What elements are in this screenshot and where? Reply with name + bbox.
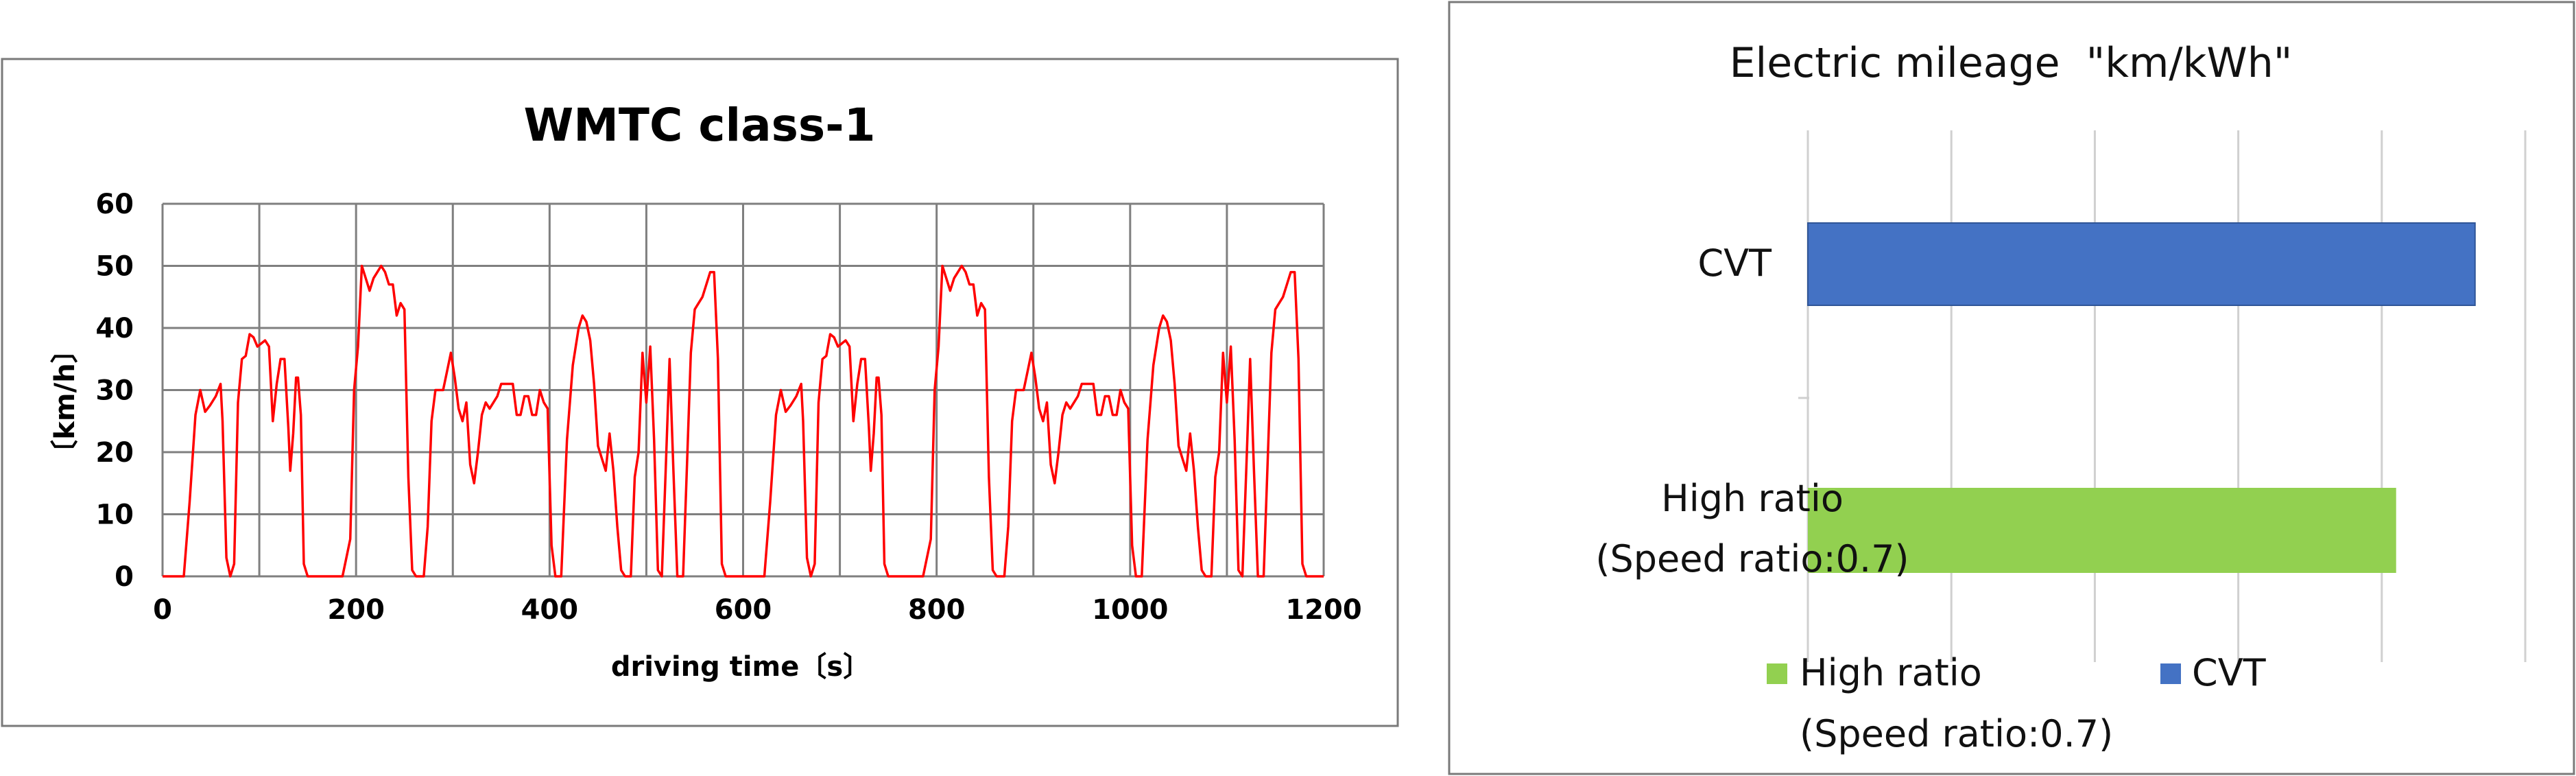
line-chart-x-tick-labels: 0 200 400 600 800 1000 1200 — [153, 594, 1362, 626]
category-label-speed-ratio: (Speed ratio:0.7) — [1595, 537, 1909, 580]
bar-chart-frame — [1448, 1, 2575, 775]
electric-mileage-bar-chart: Electric mileage "km/kWh" CVT High ratio… — [1448, 1, 2575, 775]
x-tick-label: 0 — [153, 594, 172, 626]
x-tick-label: 1000 — [1092, 594, 1168, 626]
y-tick-label: 20 — [95, 437, 134, 469]
x-tick-label: 400 — [521, 594, 579, 626]
bar-chart-title: Electric mileage "km/kWh" — [1730, 39, 2293, 87]
legend-label-cvt: CVT — [2192, 651, 2267, 694]
line-chart-y-axis-label: 〔km/h〕 — [49, 336, 81, 467]
y-tick-label: 30 — [95, 375, 134, 407]
y-tick-label: 60 — [95, 189, 134, 220]
line-chart-y-tick-labels: 0 10 20 30 40 50 60 — [95, 189, 134, 593]
x-tick-label: 1200 — [1285, 594, 1361, 626]
y-tick-label: 40 — [95, 313, 134, 344]
y-tick-label: 10 — [95, 499, 134, 531]
legend-label-speed-ratio: (Speed ratio:0.7) — [1800, 712, 2113, 755]
line-chart-x-axis-label: driving time〔s〕 — [611, 651, 870, 683]
bar-chart-legend: High ratio (Speed ratio:0.7) CVT — [1767, 651, 2267, 755]
x-tick-label: 200 — [327, 594, 385, 626]
x-tick-label: 800 — [908, 594, 966, 626]
category-label-high-ratio: High ratio — [1661, 477, 1844, 520]
bar-cvt — [1807, 222, 2476, 306]
legend-label-high-ratio: High ratio — [1800, 651, 1982, 694]
legend-swatch-high-ratio — [1767, 663, 1787, 684]
bar-chart-gridlines — [1806, 130, 2527, 662]
wmtc-line-chart: WMTC class-1 0 10 20 30 40 50 60 0 200 400 600 800… — [1, 58, 1399, 727]
y-tick-label: 0 — [115, 561, 134, 593]
speed-trace-line — [163, 264, 1324, 578]
line-chart-gridlines — [161, 202, 1325, 578]
line-chart-title: WMTC class-1 — [523, 99, 875, 152]
y-tick-label: 50 — [95, 251, 134, 283]
legend-swatch-cvt — [2160, 663, 2181, 684]
category-label-cvt: CVT — [1697, 242, 1772, 285]
x-tick-label: 600 — [715, 594, 772, 626]
line-chart-frame — [1, 58, 1399, 727]
bar-high-ratio — [1808, 488, 2396, 573]
